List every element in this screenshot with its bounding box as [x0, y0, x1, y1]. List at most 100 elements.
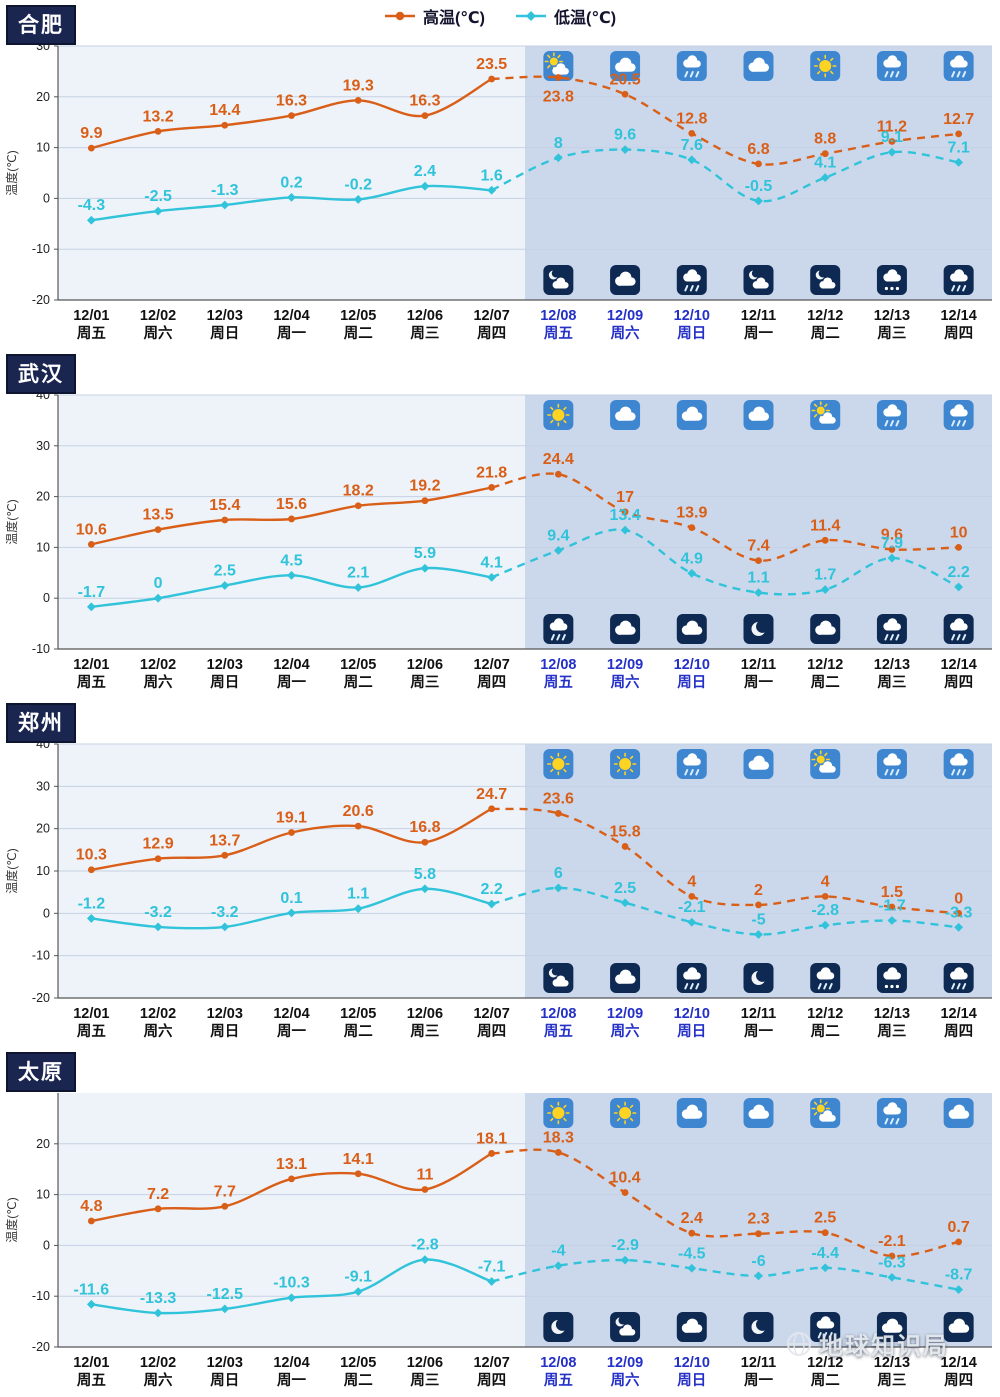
y-axis-title: 温度(℃) [4, 1197, 19, 1242]
date-label: 12/08 [540, 308, 576, 324]
data-point-marker [221, 851, 229, 859]
y-tick-label: 0 [43, 191, 50, 205]
data-point-marker [554, 470, 562, 478]
weekday-label: 周六 [611, 324, 640, 342]
data-point-marker [221, 121, 229, 129]
value-label: 7.2 [147, 1186, 169, 1203]
y-tick-label: -20 [32, 1340, 50, 1354]
y-tick-label: -10 [32, 242, 50, 256]
data-point-marker [421, 112, 429, 119]
value-label: 0 [954, 890, 963, 907]
weather-icon-rain [810, 963, 841, 993]
weekday-label: 周六 [144, 324, 173, 342]
city-label: 武汉 [6, 354, 76, 394]
weekday-label: 周三 [877, 674, 906, 691]
data-point-marker [221, 1202, 229, 1210]
data-point-marker [487, 899, 497, 909]
weekday-label: 周五 [77, 674, 106, 691]
weather-icon-cloudy [610, 400, 641, 430]
weather-icon-rain [876, 614, 907, 644]
weekday-label: 周五 [544, 674, 573, 691]
weekday-label: 周二 [344, 674, 373, 691]
value-label: -6 [751, 1253, 765, 1270]
value-label: 13.9 [676, 505, 707, 522]
watermark: 地球知识局 [786, 1326, 949, 1361]
value-label: 4 [687, 873, 696, 890]
value-label: 14.1 [343, 1151, 374, 1168]
weekday-label: 周四 [477, 674, 506, 691]
value-label: 21.8 [476, 464, 507, 481]
weather-icon-cloudy [610, 51, 641, 81]
y-tick-label: 20 [36, 490, 50, 504]
data-point-marker [353, 904, 363, 914]
weather-icon-cloudy [676, 1312, 707, 1342]
data-point-marker [755, 160, 762, 168]
y-tick-label: -20 [32, 293, 50, 307]
date-label: 12/13 [874, 657, 910, 673]
data-point-marker [687, 917, 697, 927]
weather-icon-rain [676, 963, 707, 993]
value-label: 2.4 [414, 163, 436, 180]
data-point-marker [820, 920, 830, 930]
value-label: -8.7 [945, 1267, 973, 1284]
weather-icon-partly-sunny [810, 400, 841, 430]
date-label: 12/06 [407, 657, 443, 673]
weather-icon-partly-sunny [810, 749, 841, 779]
value-label: 9.4 [547, 527, 569, 544]
weekday-label: 周一 [744, 1372, 773, 1389]
weekday-label: 周五 [77, 1023, 106, 1040]
weather-icon-rain [876, 1098, 907, 1128]
weather-icon-sunny [543, 1098, 574, 1128]
high-temp-line-forecast [491, 472, 959, 562]
weather-icon-cloudy [676, 400, 707, 430]
weather-icon-sunny [810, 51, 841, 81]
data-point-marker [620, 145, 630, 155]
y-tick-label: 10 [36, 141, 50, 155]
value-label: 12.9 [143, 836, 174, 853]
value-label: 7.7 [214, 1183, 236, 1200]
date-label: 12/09 [607, 1355, 643, 1371]
value-label: -4.3 [78, 197, 106, 214]
weather-icon-rain [943, 265, 974, 295]
city-label: 郑州 [6, 703, 76, 743]
y-tick-label: -10 [32, 949, 50, 963]
value-label: 9.1 [881, 129, 903, 146]
data-point-marker [354, 1170, 362, 1178]
date-label: 12/12 [807, 308, 843, 324]
date-label: 12/04 [273, 657, 309, 673]
value-label: -1.3 [211, 182, 239, 199]
value-label: 18.1 [476, 1130, 507, 1147]
weather-icon-cloud-moon [610, 1312, 641, 1342]
weekday-label: 周日 [210, 674, 239, 691]
data-point-marker [154, 526, 162, 534]
y-tick-label: -20 [32, 991, 50, 1005]
high-temp-line-forecast [491, 807, 959, 915]
y-axis-title: 温度(℃) [4, 848, 19, 893]
weekday-label: 周四 [944, 325, 973, 342]
date-label: 12/05 [340, 657, 376, 673]
data-point-marker [488, 1150, 496, 1157]
date-label: 12/02 [140, 1006, 176, 1022]
data-point-marker [820, 173, 830, 182]
data-point-marker [354, 822, 362, 830]
value-label: 4 [821, 873, 830, 890]
high-temp-marker-icon [384, 11, 415, 21]
forecast-region [525, 395, 992, 649]
weather-icon-rain [676, 749, 707, 779]
data-point-marker [154, 855, 162, 863]
data-point-marker [621, 1189, 629, 1196]
weather-icon-cloud-moon [543, 265, 574, 295]
date-label: 12/14 [940, 1355, 976, 1371]
data-point-marker [755, 1230, 762, 1238]
temperature-chart-taiyuan: 20 10 0 -10 -20 温度(℃) 4.8 7.2 7.7 13.1 14.1 11 18.1 1… [4, 1093, 992, 1389]
data-point-marker [887, 553, 897, 563]
data-point-marker [87, 144, 95, 152]
data-point-marker [420, 181, 430, 191]
data-point-marker [688, 1229, 696, 1237]
data-point-marker [487, 572, 497, 582]
y-tick-label: 20 [36, 822, 50, 836]
data-point-marker [487, 1277, 497, 1286]
weather-icon-partly-sunny [810, 1098, 841, 1128]
value-label: 7.9 [881, 535, 903, 552]
